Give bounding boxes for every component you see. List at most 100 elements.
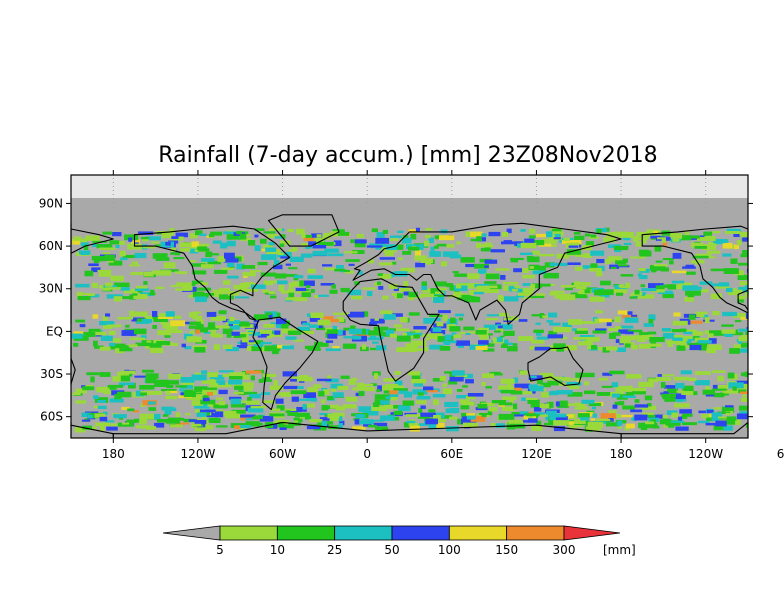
- rain-cell: [350, 325, 356, 331]
- rain-cell: [667, 389, 678, 394]
- rain-cell: [616, 420, 623, 426]
- rain-cell: [223, 231, 236, 235]
- rain-cell: [291, 247, 298, 251]
- rain-cell: [408, 246, 420, 251]
- rain-cell: [162, 414, 169, 417]
- rain-cell: [343, 327, 351, 331]
- rain-cell: [172, 343, 178, 346]
- rain-cell: [507, 346, 518, 352]
- rain-cell: [548, 330, 557, 335]
- rain-cell: [75, 319, 85, 323]
- rain-cell: [238, 425, 251, 429]
- rain-cell: [446, 244, 455, 248]
- rain-cell: [609, 264, 620, 269]
- rain-cell: [680, 415, 688, 419]
- rain-cell: [301, 292, 311, 298]
- rain-cell: [269, 385, 284, 390]
- rain-cell: [91, 282, 98, 288]
- rain-cell: [408, 291, 418, 298]
- rain-cell: [263, 231, 276, 234]
- rain-cell: [79, 324, 86, 328]
- rain-cell: [415, 262, 426, 268]
- rain-cell: [392, 261, 397, 265]
- rain-cell: [412, 389, 428, 395]
- rain-cell: [671, 412, 678, 418]
- rain-cell: [567, 262, 581, 265]
- rain-cell: [643, 415, 656, 418]
- rain-cell: [442, 340, 457, 344]
- rain-cell: [400, 317, 408, 323]
- rain-cell: [192, 291, 205, 298]
- rain-cell: [425, 234, 431, 239]
- rain-cell: [218, 389, 228, 395]
- rain-cell: [209, 418, 221, 423]
- rain-cell: [192, 311, 202, 314]
- rain-cell: [542, 388, 547, 392]
- rain-cell: [266, 313, 273, 320]
- rain-cell: [194, 243, 210, 247]
- colorbar-label: 10: [270, 543, 285, 557]
- rain-cell: [522, 268, 529, 273]
- rain-cell: [377, 385, 382, 392]
- rain-cell: [629, 296, 638, 299]
- rain-cell: [126, 419, 138, 423]
- rain-cell: [433, 415, 441, 421]
- rain-cell: [482, 348, 495, 352]
- rain-cell: [368, 424, 377, 428]
- rain-cell: [261, 254, 277, 260]
- rain-cell: [694, 246, 707, 249]
- rain-cell: [112, 376, 127, 382]
- rain-cell: [200, 264, 214, 269]
- rain-cell: [553, 326, 567, 333]
- rain-cell: [655, 260, 663, 263]
- rain-cell: [596, 259, 605, 264]
- rain-cell: [233, 284, 248, 290]
- rain-cell: [618, 264, 628, 267]
- rain-cell: [510, 390, 523, 395]
- rain-cell: [713, 407, 721, 410]
- rain-cell: [475, 330, 487, 335]
- rain-cell: [129, 337, 146, 340]
- rain-cell: [582, 265, 595, 269]
- rain-cell: [590, 418, 596, 421]
- rain-cell: [325, 340, 334, 343]
- rain-cell: [104, 282, 113, 287]
- rain-cell: [354, 419, 361, 425]
- rain-cell: [597, 289, 614, 296]
- rain-cell: [706, 409, 714, 414]
- rain-cell: [415, 244, 424, 250]
- rain-cell: [298, 398, 309, 401]
- rain-cell: [166, 407, 177, 411]
- rain-cell: [199, 409, 216, 413]
- lat-tick-label: 60N: [39, 239, 63, 253]
- colorbar-label: 300: [553, 543, 576, 557]
- continent-outline: [352, 222, 622, 325]
- rain-cell: [544, 262, 555, 268]
- lon-tick-label: 180: [102, 447, 125, 461]
- rain-cell: [638, 268, 646, 272]
- rain-cell: [573, 232, 581, 235]
- rain-cell: [99, 416, 108, 422]
- rain-cell: [320, 283, 335, 286]
- rain-cell: [682, 285, 698, 291]
- rain-cell: [702, 314, 709, 319]
- rain-cell: [542, 238, 557, 244]
- rain-cell: [366, 245, 383, 248]
- rain-cell: [409, 347, 417, 352]
- rain-cell: [354, 242, 366, 248]
- rain-cell: [244, 234, 251, 237]
- rain-cell: [453, 291, 462, 298]
- rain-cell: [708, 242, 716, 245]
- rain-cell: [130, 239, 140, 245]
- rain-cell: [548, 312, 558, 318]
- rain-cell: [179, 389, 185, 392]
- rain-cell: [436, 422, 445, 429]
- rain-cell: [308, 324, 319, 328]
- rain-cell: [503, 240, 512, 243]
- rain-cell: [499, 312, 509, 317]
- rain-cell: [288, 267, 298, 270]
- rain-cell: [301, 242, 314, 246]
- rain-cell: [450, 317, 456, 324]
- rain-cell: [209, 383, 219, 389]
- rain-cell: [367, 337, 381, 341]
